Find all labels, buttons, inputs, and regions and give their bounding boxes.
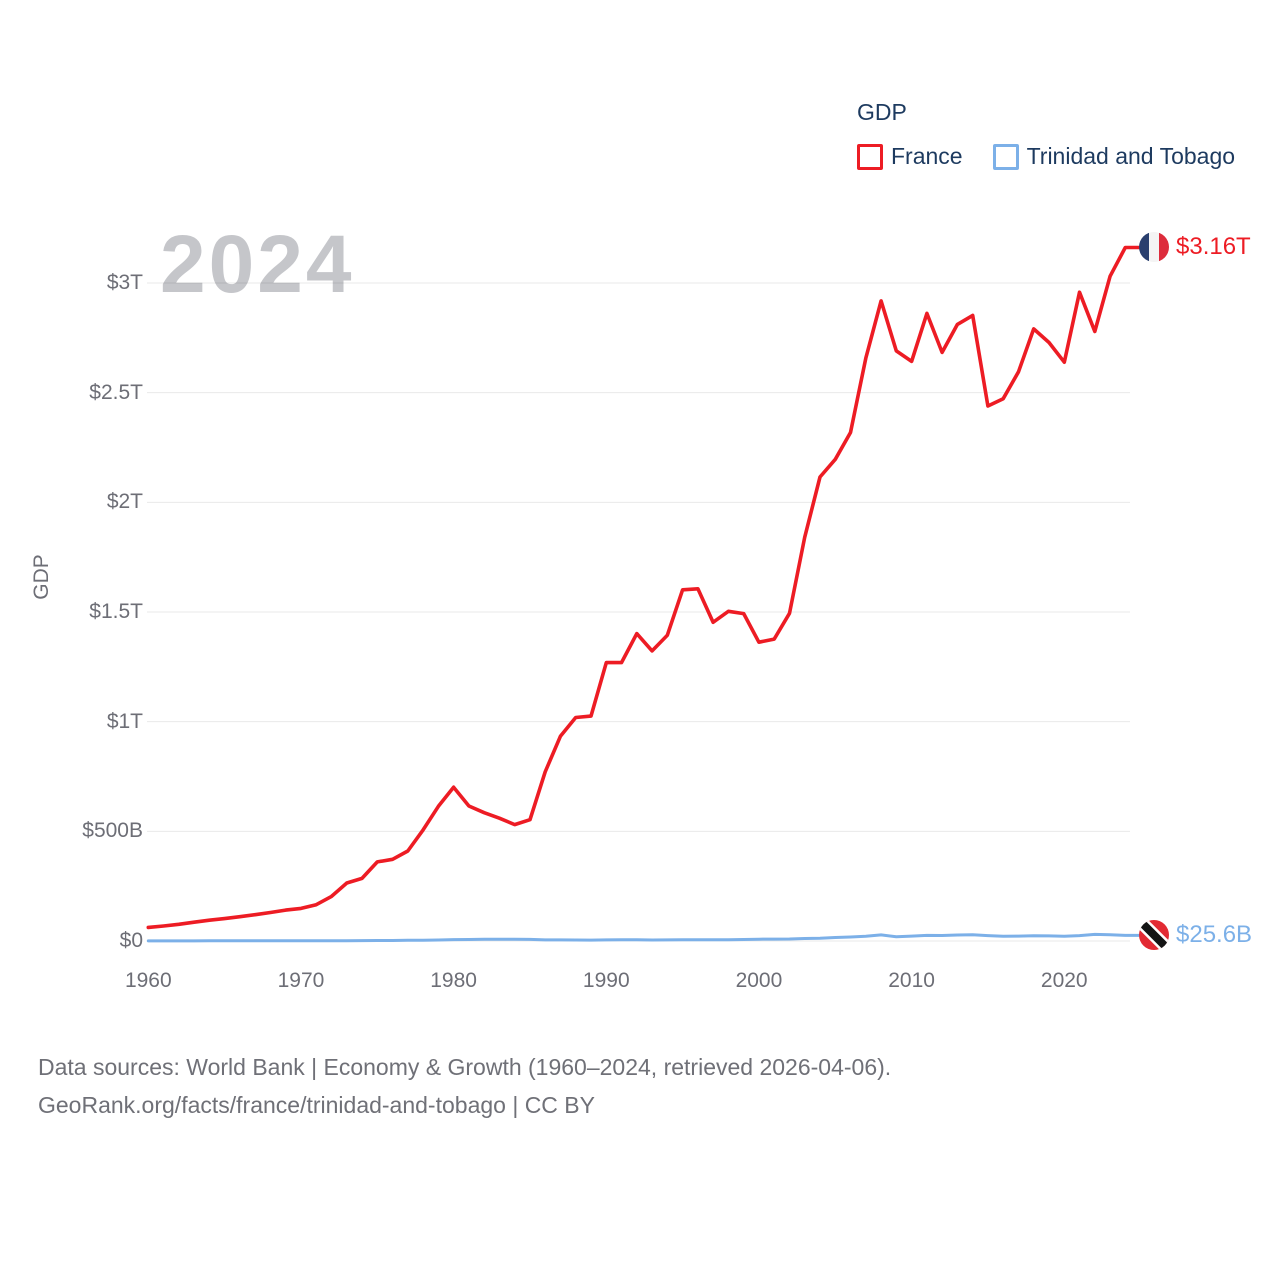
france-swatch-icon [857,143,883,170]
france-line [146,245,1146,930]
data-sources-line: Data sources: World Bank | Economy & Gro… [38,1054,892,1080]
x-tick-label: 1960 [124,969,172,992]
legend-label-trinidad-and-tobago: Trinidad and Tobago [1026,143,1236,169]
y-tick-label: $2T [106,490,143,514]
france-flag-icon [1139,232,1169,263]
trinidad-and-tobago-end-label: $25.6B [1139,920,1253,951]
legend-item-trinidad-and-tobago[interactable]: Trinidad and Tobago [992,143,1236,170]
y-tick-label: $1.5T [89,600,143,623]
data-sources-footer: Data sources: World Bank | Economy & Gro… [38,1048,891,1124]
france-end-value: $3.16T [1176,233,1251,261]
y-tick-label: $3T [106,271,143,294]
x-tick-label: 1970 [277,969,325,992]
y-tick-label: $0 [119,929,143,952]
france-end-label: $3.16T [1139,232,1251,263]
legend-title: GDP [857,99,907,125]
trinidad-and-tobago-line [146,932,1146,943]
year-watermark: 2024 [160,219,355,310]
trinidad-and-tobago-end-value: $25.6B [1176,921,1253,949]
gdp-line-chart [146,245,1146,943]
legend: GDP France Trinidad and Tobago [857,100,1235,170]
legend-label-france: France [891,143,963,169]
legend-item-france[interactable]: France [857,143,963,170]
trinidad-and-tobago-flag-icon [1139,920,1169,951]
attribution-line: GeoRank.org/facts/france/trinidad-and-to… [38,1092,595,1118]
trinidad-and-tobago-swatch-icon [992,143,1019,170]
legend-items: France Trinidad and Tobago [857,143,1235,170]
x-tick-label: 2020 [1040,969,1088,992]
x-tick-label: 1980 [430,969,477,992]
y-tick-label: $1T [106,709,143,733]
x-tick-label: 2010 [888,969,935,992]
x-tick-label: 2000 [735,969,783,992]
y-tick-label: $2.5T [89,380,143,404]
x-tick-label: 1990 [582,969,630,992]
y-tick-label: $500B [82,819,143,843]
